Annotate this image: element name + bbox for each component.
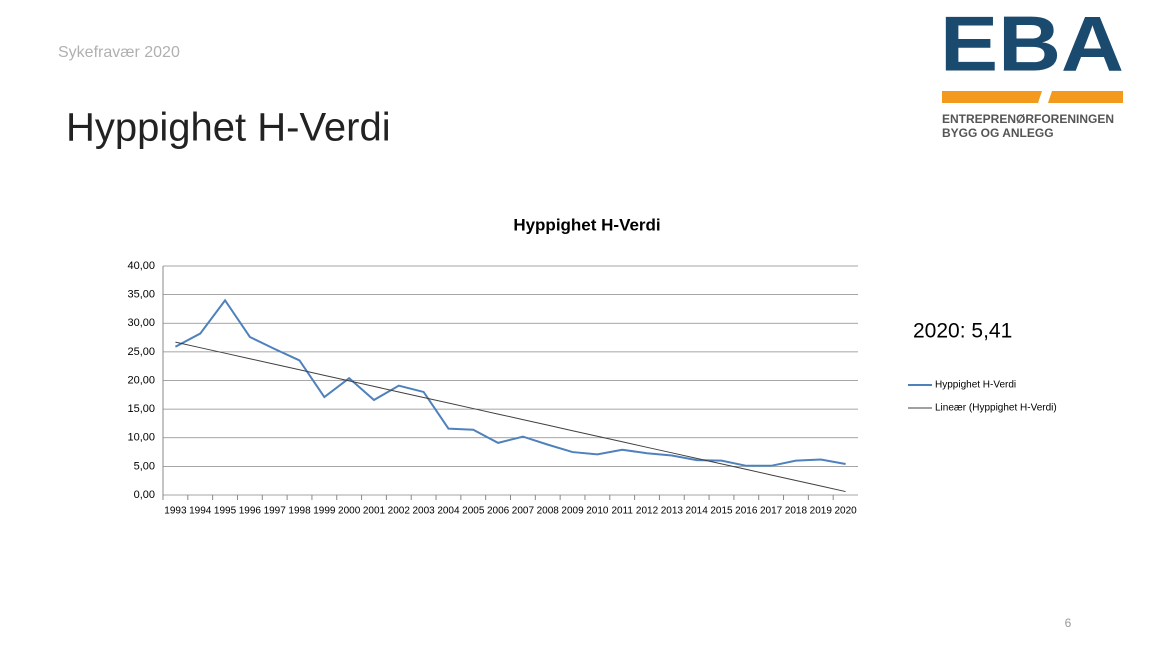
x-tick-label: 1994 (189, 506, 212, 517)
y-tick-label: 35,00 (127, 289, 155, 301)
x-tick-label: 2006 (487, 506, 510, 517)
x-tick-label: 1999 (313, 506, 336, 517)
x-tick-label: 1997 (264, 506, 287, 517)
logo-mark: EBA (940, 0, 1124, 88)
x-tick-label: 2009 (561, 506, 584, 517)
legend-label: Lineær (Hyppighet H-Verdi) (935, 403, 1057, 414)
annotation: 2020: 5,41 (913, 320, 1012, 343)
y-tick-label: 0,00 (134, 489, 155, 501)
x-tick-label: 2008 (537, 506, 560, 517)
x-tick-label: 2004 (437, 506, 460, 517)
x-tick-label: 2003 (413, 506, 436, 517)
x-tick-label: 2000 (338, 506, 361, 517)
x-tick-label: 2013 (661, 506, 684, 517)
y-tick-label: 15,00 (127, 403, 155, 415)
legend-label: Hyppighet H-Verdi (935, 380, 1016, 391)
logo-bar (942, 91, 1042, 103)
x-tick-label: 2018 (785, 506, 808, 517)
page-number: 6 (1065, 616, 1072, 630)
x-tick-label: 2014 (686, 506, 709, 517)
x-tick-label: 1996 (239, 506, 262, 517)
x-tick-label: 2001 (363, 506, 386, 517)
x-tick-label: 2016 (735, 506, 758, 517)
x-tick-label: 1993 (164, 506, 187, 517)
x-tick-label: 2012 (636, 506, 659, 517)
x-tick-label: 2017 (760, 506, 783, 517)
x-tick-label: 1998 (288, 506, 311, 517)
series-line (175, 341, 846, 493)
y-tick-label: 25,00 (127, 346, 155, 358)
y-tick-label: 40,00 (127, 260, 155, 272)
chart-title: Hyppighet H-Verdi (513, 215, 660, 234)
x-tick-label: 2002 (388, 506, 411, 517)
x-tick-label: 2005 (462, 506, 485, 517)
y-tick-label: 30,00 (127, 317, 155, 329)
logo-line: ENTREPRENØRFORENINGEN (942, 112, 1114, 126)
logo-bar (1048, 91, 1123, 103)
slide-subtitle: Sykefravær 2020 (58, 44, 180, 61)
logo-line: BYGG OG ANLEGG (942, 126, 1054, 140)
x-tick-label: 2020 (834, 506, 857, 517)
x-tick-label: 2011 (611, 506, 633, 517)
y-tick-label: 5,00 (134, 460, 155, 472)
slide-heading: Hyppighet H-Verdi (66, 106, 391, 150)
x-tick-label: 2019 (810, 506, 833, 517)
x-tick-label: 2007 (512, 506, 535, 517)
series-line (174, 298, 846, 467)
y-tick-label: 10,00 (127, 432, 155, 444)
x-tick-label: 2015 (710, 506, 733, 517)
x-tick-label: 2010 (586, 506, 609, 517)
y-tick-label: 20,00 (127, 374, 155, 386)
x-tick-label: 1995 (214, 506, 237, 517)
